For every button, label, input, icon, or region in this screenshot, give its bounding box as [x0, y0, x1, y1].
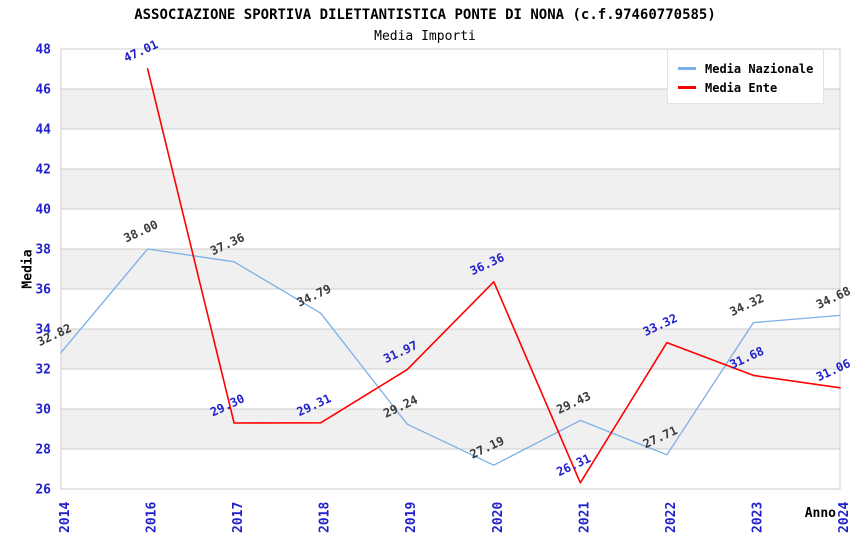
x-tick-label: 2014 — [58, 502, 73, 533]
y-tick-label: 30 — [35, 403, 51, 418]
x-tick-label: 2017 — [231, 502, 246, 533]
y-tick-label: 34 — [35, 323, 51, 338]
plot-band — [61, 409, 840, 449]
y-tick-label: 38 — [35, 243, 51, 258]
chart-subtitle: Media Importi — [374, 29, 476, 44]
x-tick-label: 2020 — [491, 502, 506, 533]
x-axis-title: Anno — [804, 506, 836, 521]
x-tick-label: 2023 — [750, 502, 765, 533]
x-tick-label: 2024 — [837, 502, 850, 533]
y-tick-label: 48 — [35, 43, 51, 58]
legend-swatch-media-nazionale-icon — [678, 67, 696, 70]
legend-label-media-ente: Media Ente — [705, 80, 778, 95]
y-tick-label: 36 — [35, 283, 51, 298]
data-label: 26.31 — [554, 451, 593, 479]
plot-band — [61, 249, 840, 289]
y-tick-label: 32 — [35, 363, 51, 378]
series-line-0 — [60, 248, 841, 466]
y-tick-label: 42 — [35, 163, 51, 178]
legend-swatch-media-ente-icon — [678, 86, 696, 89]
legend-item-media-nazionale: Media Nazionale — [678, 61, 813, 76]
x-tick-label: 2018 — [318, 502, 333, 533]
y-tick-label: 26 — [35, 483, 51, 498]
x-tick-label: 2016 — [145, 502, 160, 533]
y-tick-label: 28 — [35, 443, 51, 458]
x-tick-label: 2019 — [404, 502, 419, 533]
y-tick-label: 40 — [35, 203, 51, 218]
y-tick-label: 44 — [35, 123, 51, 138]
legend-label-media-nazionale: Media Nazionale — [705, 61, 814, 76]
plot-band — [61, 329, 840, 369]
y-tick-label: 46 — [35, 83, 51, 98]
series-line-1 — [146, 68, 841, 484]
legend: Media Nazionale Media Ente — [667, 49, 825, 104]
plot-border — [60, 48, 841, 490]
x-tick-label: 2021 — [577, 502, 592, 533]
chart-title: ASSOCIAZIONE SPORTIVA DILETTANTISTICA PO… — [134, 7, 716, 23]
data-label: 34.32 — [727, 291, 766, 319]
legend-item-media-ente: Media Ente — [678, 80, 813, 95]
y-axis-title: Media — [20, 249, 36, 289]
plot-band — [61, 169, 840, 209]
x-tick-label: 2022 — [664, 502, 679, 533]
data-label: 38.00 — [122, 217, 161, 245]
